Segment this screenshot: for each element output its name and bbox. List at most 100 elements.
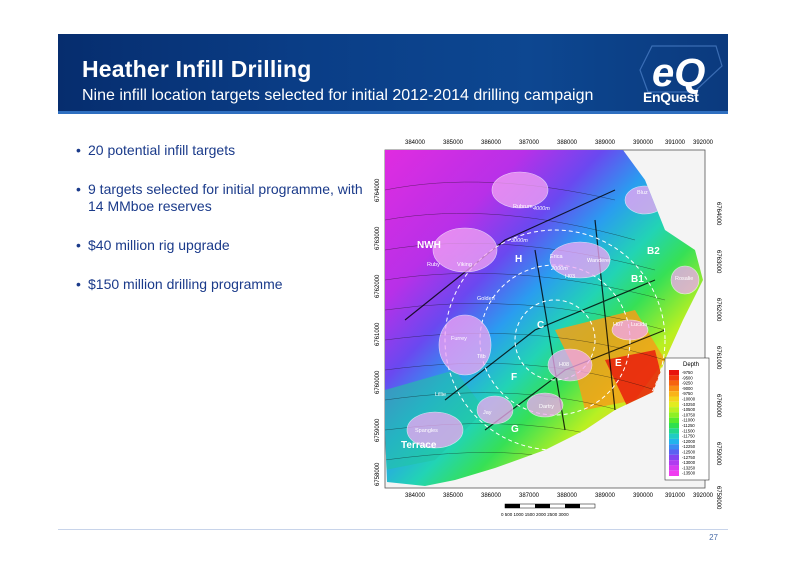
area-label: F xyxy=(511,372,517,383)
y-tick-label: 6759000 xyxy=(715,442,721,466)
page-number: 27 xyxy=(709,533,718,542)
area-label: NWH xyxy=(417,240,441,251)
legend-swatch xyxy=(669,417,679,423)
legend-value: -11500 xyxy=(682,428,695,433)
legend-swatch xyxy=(669,391,679,397)
target-label: Jay xyxy=(483,410,492,416)
y-tick-label: 6764000 xyxy=(375,178,381,202)
legend-swatch xyxy=(669,438,679,445)
x-tick-label: 387000 xyxy=(519,140,540,146)
x-tick-label: 392000 xyxy=(693,493,714,499)
y-tick-label: 6763000 xyxy=(375,226,381,250)
x-tick-label: 388000 xyxy=(557,493,578,499)
legend-value: -13500 xyxy=(682,471,696,476)
legend-swatch xyxy=(669,454,679,461)
area-label: Terrace xyxy=(401,440,437,451)
legend-swatch xyxy=(669,444,679,450)
legend-swatch xyxy=(669,407,679,413)
legend-value: -11250 xyxy=(682,423,695,428)
target-label: Dartry xyxy=(539,404,554,410)
contour-label: 4000m xyxy=(533,206,550,212)
target-label: Viking xyxy=(457,262,472,268)
x-tick-label: 384000 xyxy=(405,140,426,146)
area-label: B1 xyxy=(631,274,644,285)
legend-value: -9250 xyxy=(682,381,693,386)
legend-swatch xyxy=(669,396,679,402)
legend-swatch xyxy=(669,449,679,455)
x-tick-label: 389000 xyxy=(595,493,616,499)
legend-value: -12000 xyxy=(682,439,696,444)
footer-rule xyxy=(58,529,728,530)
y-tick-label: 6760000 xyxy=(715,394,721,418)
legend-value: -12750 xyxy=(682,455,696,460)
depth-map: 384000 385000 386000 387000 388000 38900… xyxy=(365,130,725,520)
y-tick-label: 6759000 xyxy=(375,418,381,442)
area-label: E xyxy=(615,358,622,369)
target-label: H03 xyxy=(565,274,575,280)
y-tick-label: 6763000 xyxy=(715,250,721,274)
legend-swatch xyxy=(669,385,679,392)
target-label: Lucida xyxy=(631,322,648,328)
legend-value: -10000 xyxy=(682,397,696,402)
depth-legend: Depth -9750-9500-9250-9000-9750-10000-10… xyxy=(664,357,710,481)
enquest-logo: eQ xyxy=(639,45,723,95)
target-label: Furrey xyxy=(451,336,467,342)
legend-swatch xyxy=(669,460,679,466)
bullet-item: $40 million rig upgrade xyxy=(76,237,376,254)
legend-value: -12250 xyxy=(682,444,696,449)
legend-value: -9750 xyxy=(682,391,693,396)
area-label: H xyxy=(515,254,522,265)
area-label: B2 xyxy=(647,246,660,257)
target-label: Erica xyxy=(550,254,563,260)
y-tick-label: 6758000 xyxy=(375,462,381,486)
target-label: Rosalie xyxy=(675,276,693,282)
contour-label: 2000m xyxy=(550,266,568,272)
legend-swatch xyxy=(669,375,679,381)
legend-swatch xyxy=(669,433,679,439)
legend-swatch xyxy=(669,470,679,476)
x-tick-label: 388000 xyxy=(557,140,578,146)
logo-mark: eQ xyxy=(652,51,705,95)
legend-value: -13250 xyxy=(682,465,696,470)
target-label: Bluz xyxy=(637,190,648,196)
y-tick-label: 6758000 xyxy=(715,486,721,510)
legend-value: -11000 xyxy=(682,418,695,423)
x-tick-label: 385000 xyxy=(443,493,464,499)
bullet-list: 20 potential infill targets 9 targets se… xyxy=(76,142,376,315)
target-label: Ruby xyxy=(427,262,440,268)
legend-title: Depth xyxy=(683,362,699,368)
legend-value: -12500 xyxy=(682,450,696,455)
area-label: G xyxy=(511,424,519,435)
target-label: Wanderer xyxy=(587,258,611,264)
x-tick-label: 391000 xyxy=(665,493,686,499)
x-tick-label: 384000 xyxy=(405,493,426,499)
legend-value: -11750 xyxy=(682,434,695,439)
legend-swatch xyxy=(669,370,679,376)
x-tick-label: 387000 xyxy=(519,493,540,499)
legend-value: -10500 xyxy=(682,407,696,412)
slide-subtitle: Nine infill location targets selected fo… xyxy=(82,87,594,104)
y-tick-label: 6764000 xyxy=(715,202,721,226)
target-label: Tilb xyxy=(477,354,486,360)
y-tick-label: 6760000 xyxy=(375,370,381,394)
logo-text: EnQuest xyxy=(643,89,699,105)
contour-label: 3000m xyxy=(511,238,528,244)
target-label: H07 xyxy=(613,322,623,328)
legend-swatch xyxy=(669,401,679,408)
slide-header: Heather Infill Drilling Nine infill loca… xyxy=(58,34,728,114)
legend-value: -9000 xyxy=(682,386,693,391)
legend-value: -9750 xyxy=(682,370,693,375)
legend-value: -10750 xyxy=(682,412,696,417)
y-tick-label: 6762000 xyxy=(715,298,721,322)
bullet-item: $150 million drilling programme xyxy=(76,276,376,293)
area-label: C xyxy=(537,320,544,331)
bullet-item: 20 potential infill targets xyxy=(76,142,376,159)
bullet-item: 9 targets selected for initial programme… xyxy=(76,181,376,215)
x-tick-label: 391000 xyxy=(665,140,686,146)
x-tick-label: 392000 xyxy=(693,140,714,146)
legend-value: -10250 xyxy=(682,402,696,407)
slide: Heather Infill Drilling Nine infill loca… xyxy=(58,34,728,546)
y-tick-label: 6761000 xyxy=(715,346,721,370)
x-tick-label: 390000 xyxy=(633,140,654,146)
legend-swatch xyxy=(669,412,679,418)
